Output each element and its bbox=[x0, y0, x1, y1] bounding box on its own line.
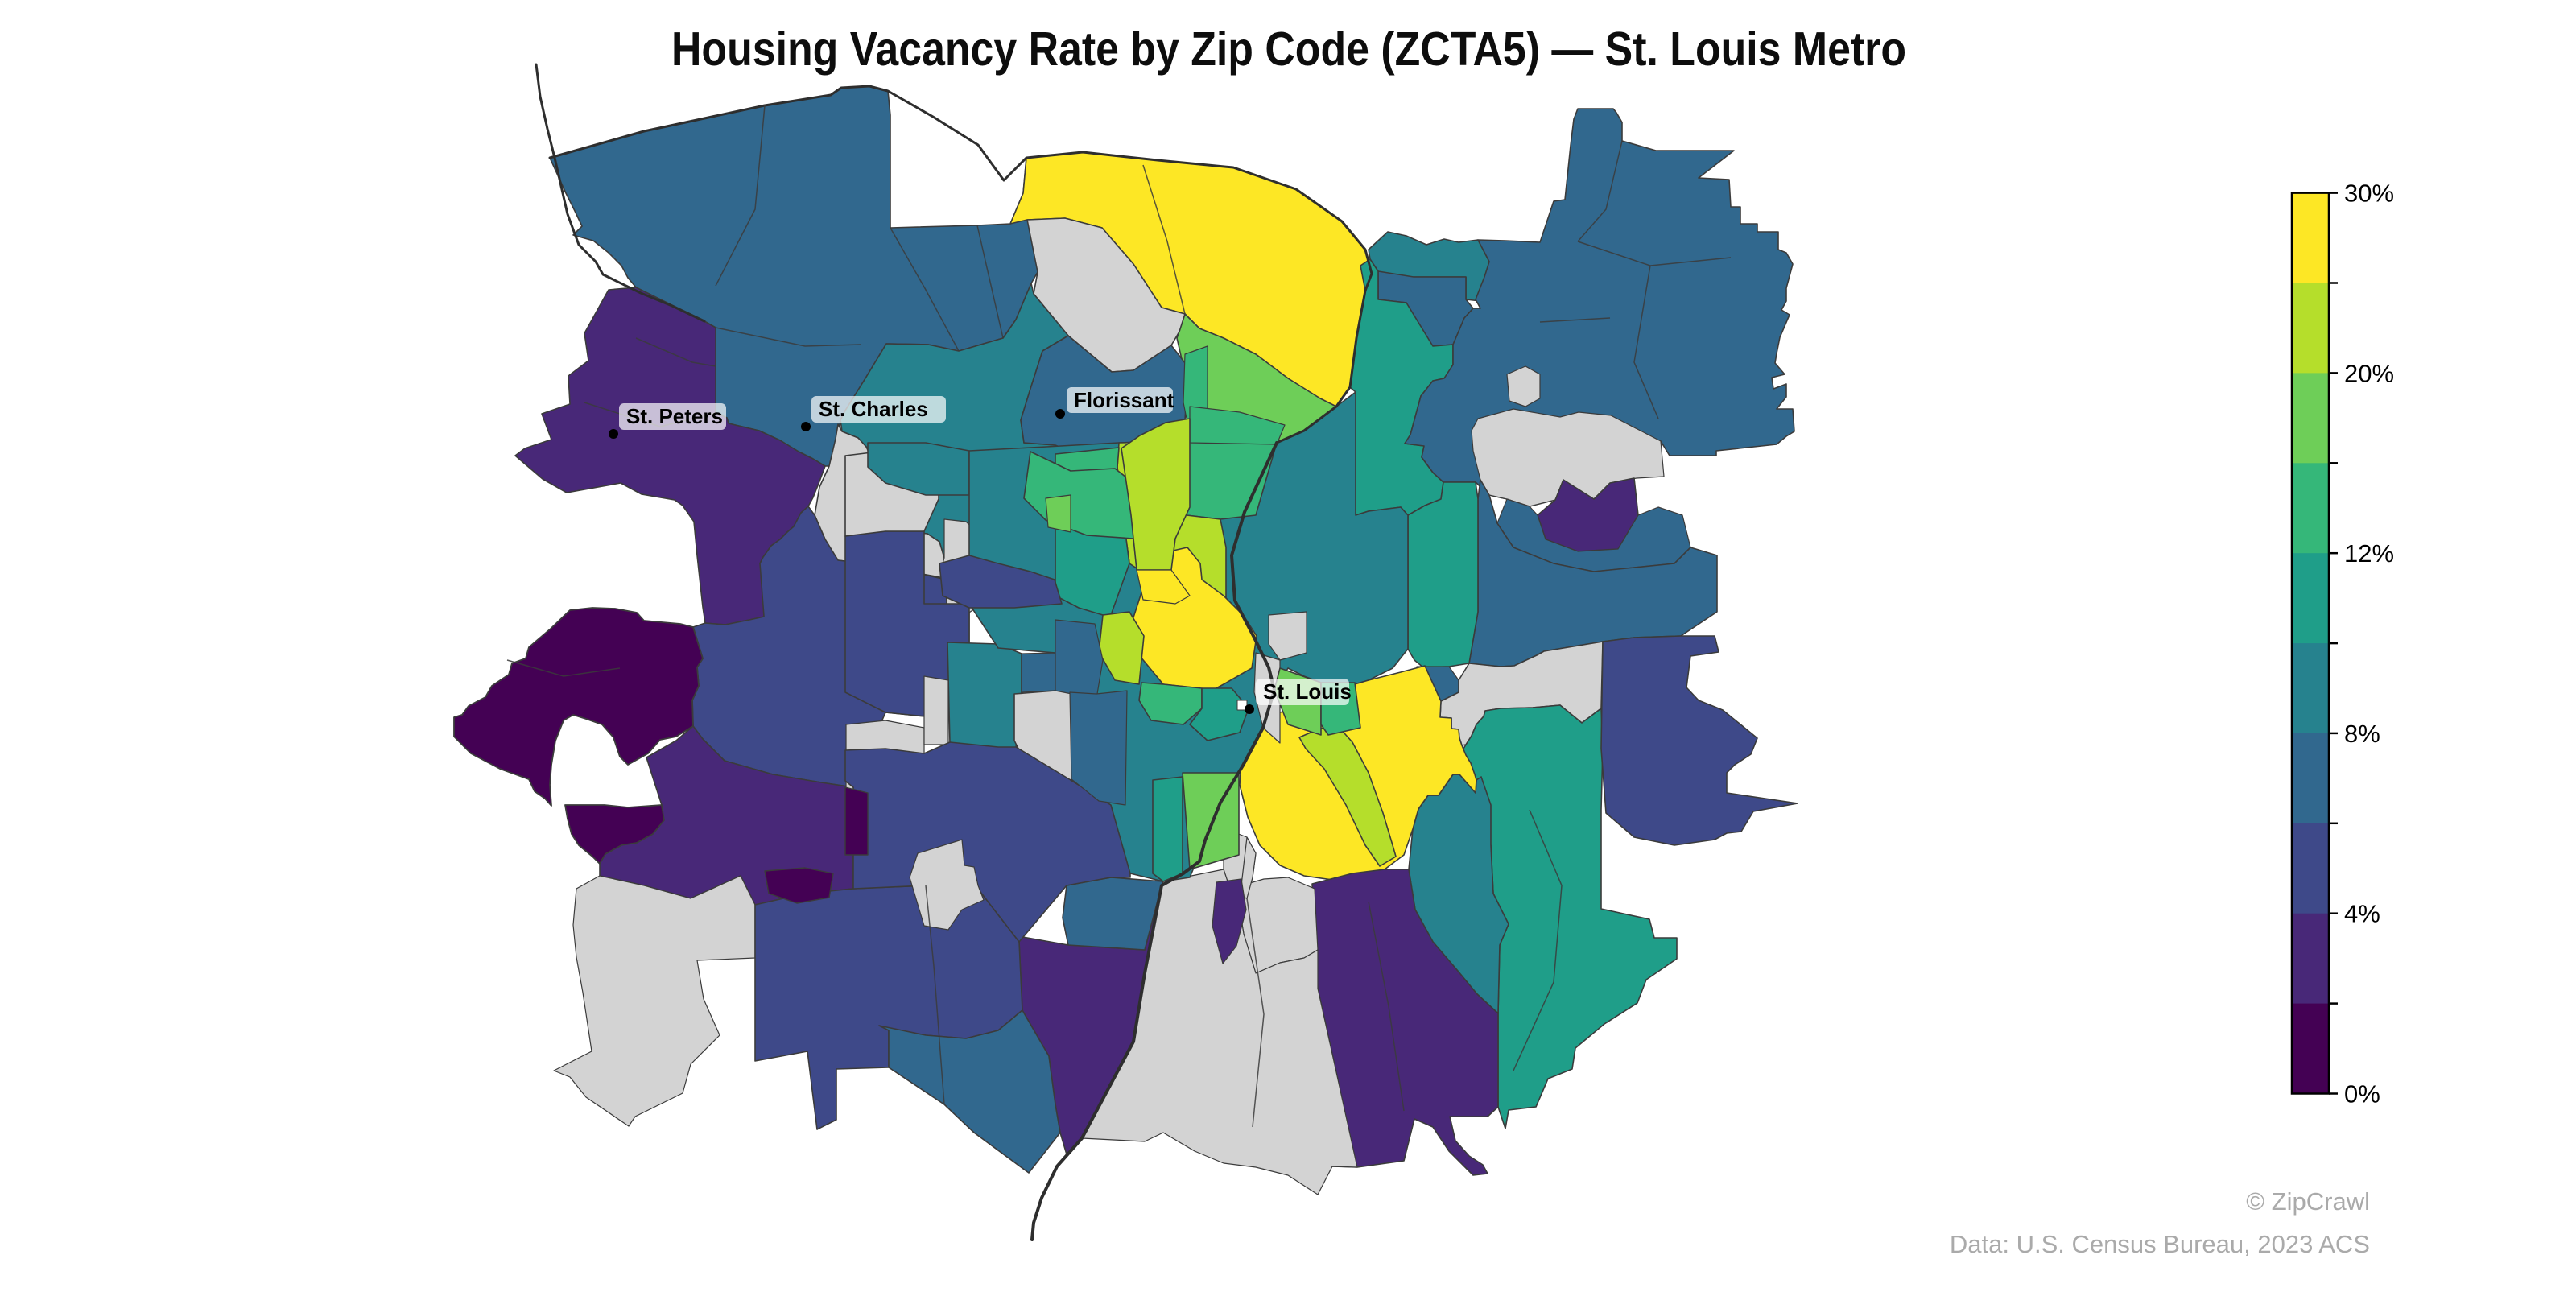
svg-text:St. Charles: St. Charles bbox=[819, 397, 928, 421]
svg-text:4%: 4% bbox=[2344, 900, 2380, 928]
svg-text:8%: 8% bbox=[2344, 720, 2380, 748]
svg-text:Housing Vacancy Rate by Zip Co: Housing Vacancy Rate by Zip Code (ZCTA5)… bbox=[671, 23, 1906, 76]
svg-text:Data: U.S. Census Bureau, 2023: Data: U.S. Census Bureau, 2023 ACS bbox=[1950, 1230, 2370, 1258]
svg-text:0%: 0% bbox=[2344, 1080, 2380, 1108]
svg-text:12%: 12% bbox=[2344, 539, 2394, 568]
svg-text:© ZipCrawl: © ZipCrawl bbox=[2246, 1187, 2370, 1216]
svg-text:Florissant: Florissant bbox=[1074, 388, 1174, 412]
svg-text:20%: 20% bbox=[2344, 359, 2394, 387]
svg-text:St. Peters: St. Peters bbox=[626, 404, 723, 428]
svg-text:30%: 30% bbox=[2344, 180, 2394, 208]
svg-text:St. Louis: St. Louis bbox=[1263, 679, 1352, 704]
